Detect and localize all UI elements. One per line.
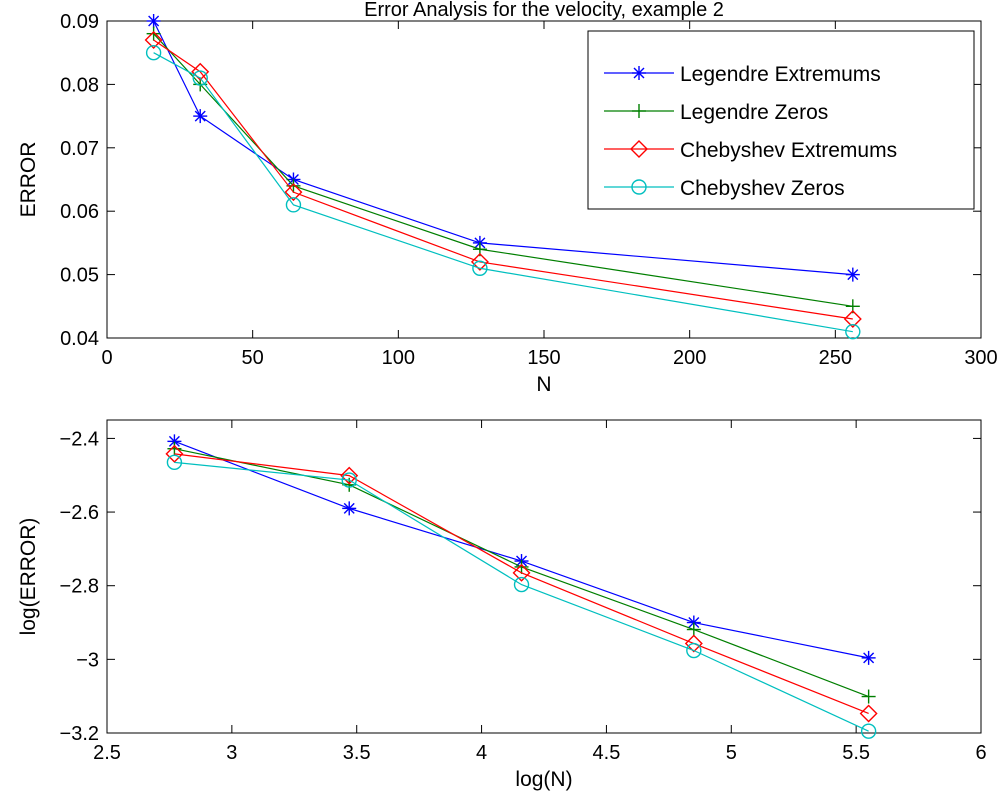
x-tick-label: 6 xyxy=(975,742,986,764)
data-point xyxy=(860,723,877,739)
x-tick-label: 2.5 xyxy=(93,742,121,764)
data-point xyxy=(861,650,876,665)
data-point xyxy=(166,454,183,471)
data-point xyxy=(165,444,184,463)
series-3 xyxy=(144,31,862,328)
y-axis-label: log(ERROR) xyxy=(17,518,40,636)
series-3 xyxy=(165,444,878,723)
x-tick-label: 5 xyxy=(726,742,737,764)
x-axis-label: N xyxy=(536,373,551,396)
legend-entry: Legendre Extremums xyxy=(604,63,881,86)
series-4 xyxy=(145,45,861,340)
data-point xyxy=(686,622,701,637)
x-tick-label: 200 xyxy=(673,347,706,369)
data-point xyxy=(513,576,530,593)
data-point xyxy=(285,197,302,213)
data-point xyxy=(341,472,357,488)
legend-box xyxy=(587,30,975,210)
data-point xyxy=(845,323,861,340)
x-tick-label: 4.5 xyxy=(593,742,621,764)
legend-label: Legendre Zeros xyxy=(680,101,828,124)
series-4 xyxy=(166,454,877,739)
x-tick-label: 3 xyxy=(226,742,237,764)
legend: Legendre Extremums Legendre Zeros Chebyshe… xyxy=(587,30,975,210)
plot-area xyxy=(106,419,982,734)
data-point xyxy=(470,252,489,271)
x-tick-label: 150 xyxy=(527,347,560,369)
data-point xyxy=(144,31,163,50)
data-point xyxy=(684,634,703,653)
y-tick-label: −2.4 xyxy=(60,428,99,450)
legend-marker xyxy=(630,140,648,158)
legend-marker xyxy=(631,179,647,195)
data-point xyxy=(514,559,529,574)
legend-marker xyxy=(632,66,646,80)
data-point xyxy=(191,62,210,81)
y-tick-label: 0.04 xyxy=(60,328,99,350)
x-axis-label: log(N) xyxy=(515,768,572,791)
legend-label: Chebyshev Zeros xyxy=(680,177,845,200)
series-line xyxy=(174,461,869,732)
data-point xyxy=(342,501,357,516)
y-tick-label: 0.05 xyxy=(60,265,99,287)
legend-label: Chebyshev Extremums xyxy=(680,139,897,162)
data-point xyxy=(167,441,182,456)
data-point xyxy=(512,563,531,582)
y-tick-label: 0.06 xyxy=(60,201,99,223)
y-tick-label: −3 xyxy=(76,649,99,671)
y-tick-label: 0.09 xyxy=(60,11,99,33)
data-point xyxy=(284,183,303,202)
data-point xyxy=(146,14,161,28)
x-tick-label: 0 xyxy=(101,347,112,369)
x-tick-label: 3.5 xyxy=(343,742,371,764)
y-tick-label: −2.8 xyxy=(60,576,99,598)
data-point xyxy=(859,704,878,723)
data-point xyxy=(340,466,359,485)
y-axis-label: ERROR xyxy=(17,142,40,218)
legend-label: Legendre Extremums xyxy=(680,63,881,86)
series-line xyxy=(174,453,869,715)
y-tick-label: −3.2 xyxy=(60,723,99,745)
data-point xyxy=(861,689,876,704)
x-tick-label: 100 xyxy=(382,347,415,369)
y-tick-label: 0.08 xyxy=(60,74,99,96)
data-point xyxy=(686,642,702,659)
x-tick-label: 300 xyxy=(964,347,997,369)
data-point xyxy=(843,309,862,328)
data-point xyxy=(472,260,488,276)
chart-2: 2.5 3 3.5 4 4.5 5 5.5 6 −3.2 −3 −2.8 −2.6 −2.4 log(N)… xyxy=(17,419,987,791)
legend-entry: Chebyshev Zeros xyxy=(604,177,845,200)
legend-marker xyxy=(632,104,646,118)
data-point xyxy=(845,267,860,282)
series-line xyxy=(153,39,853,320)
chart-1: 0 50 100 150 200 250 300 0.04 0.05 0.06 0.07 0.08 0.… xyxy=(17,0,998,396)
legend-entry: Chebyshev Extremums xyxy=(604,139,897,162)
x-tick-label: 4 xyxy=(476,742,487,764)
data-point xyxy=(145,45,162,61)
data-point xyxy=(146,26,161,41)
data-point xyxy=(192,70,208,86)
series-line xyxy=(153,52,853,333)
y-tick-label: 0.07 xyxy=(60,138,99,160)
legend-entry: Legendre Zeros xyxy=(604,101,828,124)
chart-title: Error Analysis for the velocity, example… xyxy=(364,0,724,21)
x-tick-label: 5.5 xyxy=(842,742,870,764)
y-tick-label: −2.6 xyxy=(60,502,99,524)
data-point xyxy=(193,109,208,124)
x-tick-label: 250 xyxy=(819,347,852,369)
x-tick-label: 50 xyxy=(242,347,264,369)
